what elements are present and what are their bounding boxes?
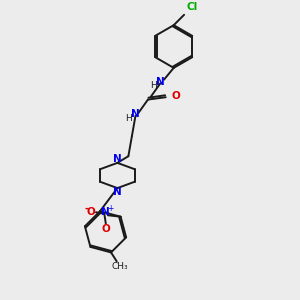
Text: -: - xyxy=(85,204,88,214)
Text: CH₃: CH₃ xyxy=(112,262,128,271)
Text: O: O xyxy=(171,91,180,101)
Text: H: H xyxy=(126,114,132,123)
Text: N: N xyxy=(156,77,165,87)
Text: +: + xyxy=(107,204,113,213)
Text: H: H xyxy=(151,81,157,90)
Text: N: N xyxy=(113,187,122,197)
Text: Cl: Cl xyxy=(186,2,197,12)
Text: O: O xyxy=(101,224,110,234)
Text: N: N xyxy=(113,154,122,164)
Text: N: N xyxy=(131,110,140,119)
Text: O: O xyxy=(86,207,95,217)
Text: N: N xyxy=(101,207,110,217)
